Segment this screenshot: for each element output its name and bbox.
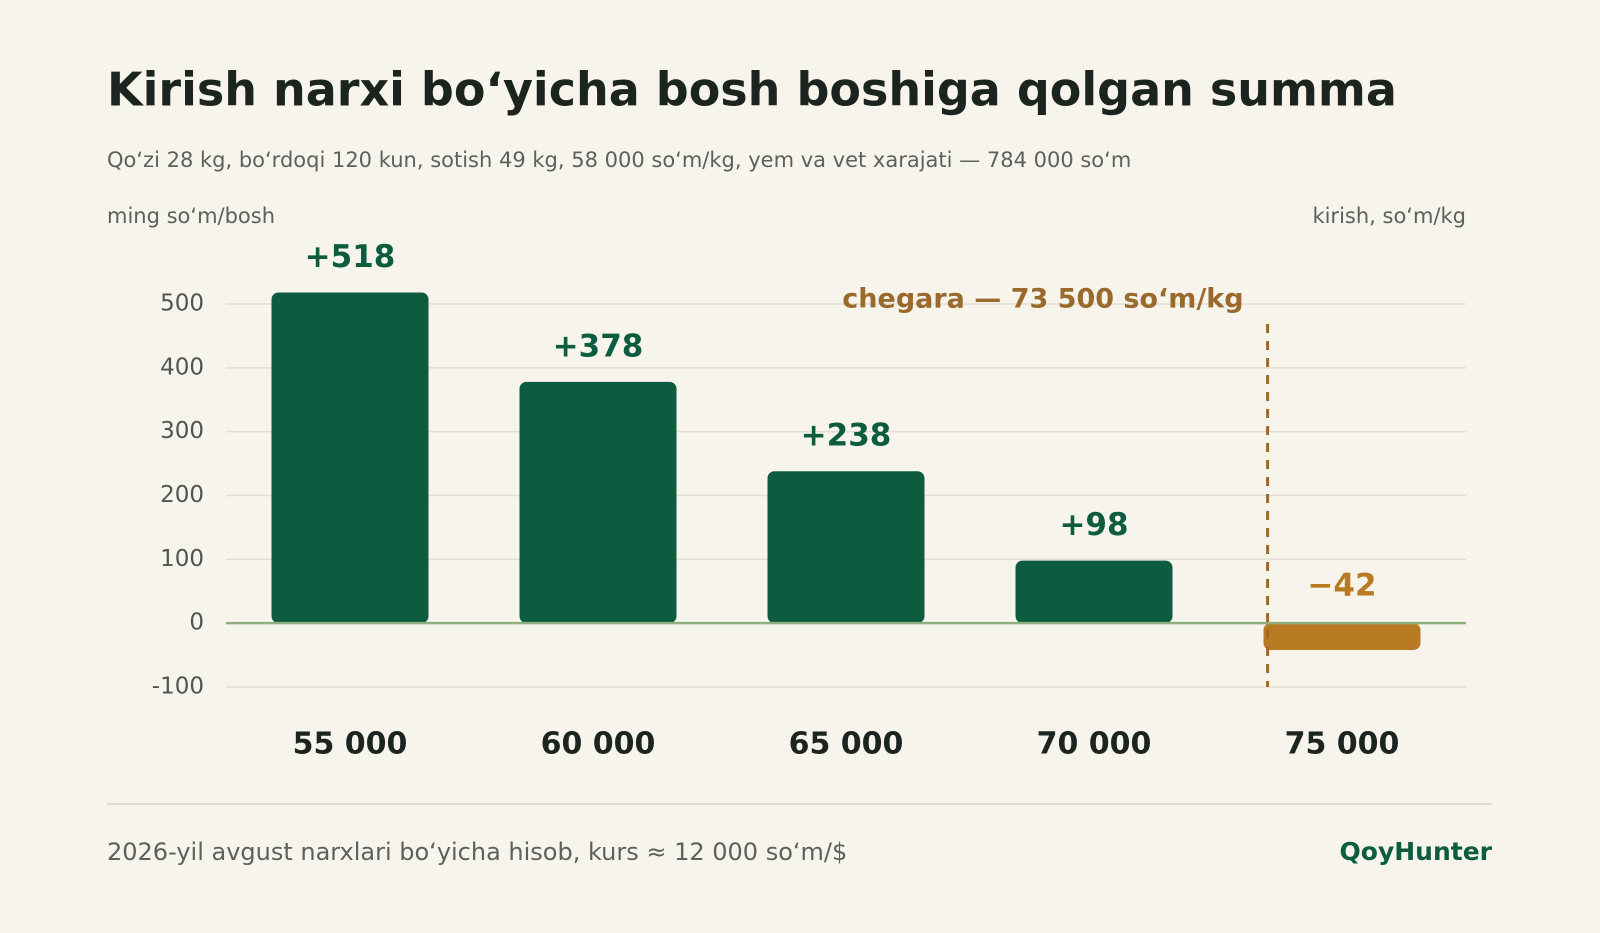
chart-subtitle: Qo‘zi 28 kg, bo‘rdoqi 120 kun, sotish 49…	[107, 148, 1131, 172]
value-label: +98	[1059, 507, 1128, 543]
value-label: +378	[553, 328, 644, 364]
x-tick-label: 60 000	[541, 727, 656, 762]
bar	[1015, 560, 1173, 624]
threshold-label: chegara — 73 500 so‘m/kg	[842, 284, 1243, 315]
y-tick-label: 100	[160, 546, 204, 572]
footnote: 2026-yil avgust narxlari bo‘yicha hisob,…	[107, 838, 847, 866]
brand: QoyHunter	[1340, 837, 1493, 866]
value-label: +238	[801, 418, 892, 454]
y-tick-label: 400	[160, 354, 204, 380]
x-tick-label: 75 000	[1285, 727, 1400, 762]
value-label: +518	[305, 239, 396, 275]
y-tick-label: 0	[189, 610, 204, 636]
value-label: −42	[1307, 568, 1376, 604]
y-tick-label: 500	[160, 291, 204, 317]
x-tick-label: 70 000	[1037, 727, 1152, 762]
y-tick-label: -100	[152, 674, 204, 700]
bar	[519, 381, 677, 624]
bar	[767, 471, 925, 624]
bar	[1263, 623, 1421, 650]
y-axis-label: ming so‘m/bosh	[107, 204, 275, 228]
bar	[271, 292, 429, 624]
y-tick-label: 200	[160, 482, 204, 508]
x-tick-label: 55 000	[293, 727, 408, 762]
x-axis-label: kirish, so‘m/kg	[1312, 204, 1466, 228]
x-tick-label: 65 000	[789, 727, 904, 762]
y-tick-label: 300	[160, 418, 204, 444]
chart-title: Kirish narxi bo‘yicha bosh boshiga qolga…	[107, 63, 1397, 117]
